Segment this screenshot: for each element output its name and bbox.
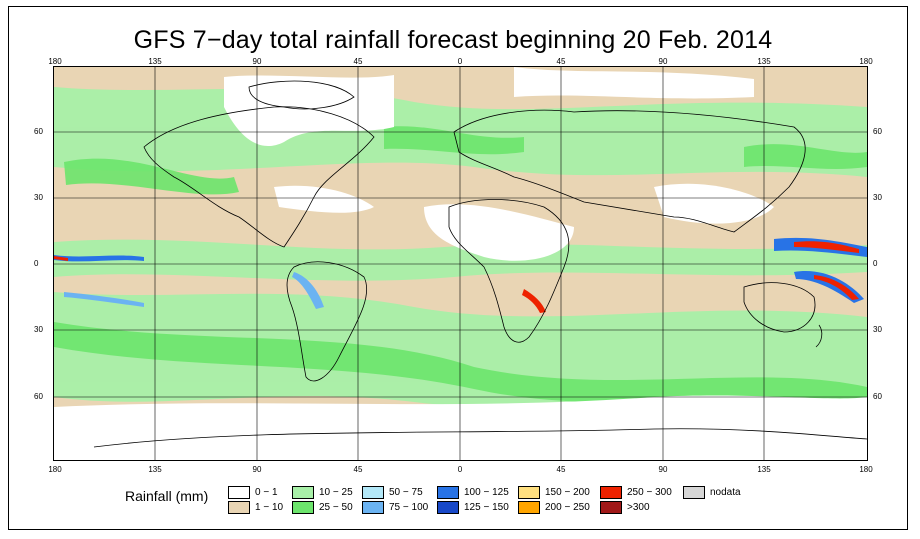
legend-label: 100 − 125	[464, 486, 509, 498]
legend-label: 125 − 150	[464, 501, 509, 513]
bottom-lon-tick: 135	[148, 465, 162, 474]
bottom-lon-tick: 90	[658, 465, 668, 474]
legend-swatch	[292, 485, 314, 499]
top-lon-tick: 45	[556, 57, 566, 66]
legend-swatch	[600, 485, 622, 499]
legend-item: 125 − 150	[437, 500, 509, 514]
figure-frame	[8, 6, 908, 530]
legend-title: Rainfall (mm)	[125, 488, 209, 504]
legend-item: 200 − 250	[518, 500, 590, 514]
bottom-lon-tick: 90	[252, 465, 262, 474]
rainfall-map	[53, 66, 868, 461]
bottom-lon-tick: 45	[556, 465, 566, 474]
legend-item: 0 − 1	[228, 485, 278, 499]
top-lon-tick: 0	[457, 57, 463, 66]
right-lat-tick: 30	[873, 193, 882, 202]
legend-label: nodata	[710, 486, 741, 498]
map-title: GFS 7−day total rainfall forecast beginn…	[133, 26, 773, 54]
top-lon-tick: 90	[252, 57, 262, 66]
top-lon-tick: 180	[859, 57, 873, 66]
right-lat-tick: 30	[873, 325, 882, 334]
continent-outlines	[93, 80, 867, 448]
legend-label: 1 − 10	[255, 501, 284, 513]
legend-swatch	[362, 485, 384, 499]
legend-item: 1 − 10	[228, 500, 283, 514]
legend-swatch	[437, 485, 459, 499]
bottom-lon-tick: 45	[353, 465, 363, 474]
left-lat-tick: 30	[34, 325, 43, 334]
left-lat-tick: 60	[34, 127, 43, 136]
legend-item: 50 − 75	[362, 485, 423, 499]
graticule	[54, 67, 867, 460]
legend-label: 25 − 50	[319, 501, 353, 513]
legend-item: nodata	[683, 485, 741, 499]
legend-swatch	[518, 485, 540, 499]
legend-label: 50 − 75	[389, 486, 423, 498]
legend-swatch	[228, 485, 250, 499]
legend-swatch	[600, 500, 622, 514]
right-lat-tick: 60	[873, 127, 882, 136]
intense-rain-patches	[54, 237, 867, 313]
right-lat-tick: 0	[873, 259, 878, 268]
legend-swatch	[518, 500, 540, 514]
legend-item: 75 − 100	[362, 500, 428, 514]
legend-swatch	[362, 500, 384, 514]
left-lat-tick: 30	[34, 193, 43, 202]
legend-item: 25 − 50	[292, 500, 353, 514]
legend-swatch	[437, 500, 459, 514]
legend-label: 250 − 300	[627, 486, 672, 498]
bottom-lon-tick: 180	[859, 465, 873, 474]
rainfall-map-canvas	[54, 67, 867, 460]
left-lat-tick: 0	[34, 259, 39, 268]
left-lat-tick: 60	[34, 392, 43, 401]
legend-label: 0 − 1	[255, 486, 278, 498]
bottom-lon-tick: 135	[757, 465, 771, 474]
legend-swatch	[292, 500, 314, 514]
legend-item: 250 − 300	[600, 485, 672, 499]
top-lon-tick: 90	[658, 57, 668, 66]
legend-swatch	[228, 500, 250, 514]
legend-label: 150 − 200	[545, 486, 590, 498]
bottom-lon-tick: 180	[48, 465, 62, 474]
legend-label: 10 − 25	[319, 486, 353, 498]
top-lon-tick: 45	[353, 57, 363, 66]
top-lon-tick: 180	[48, 57, 62, 66]
legend-item: >300	[600, 500, 650, 514]
legend-item: 150 − 200	[518, 485, 590, 499]
top-lon-tick: 135	[148, 57, 162, 66]
legend-label: >300	[627, 501, 650, 513]
legend-item: 100 − 125	[437, 485, 509, 499]
bottom-lon-tick: 0	[457, 465, 463, 474]
legend-item: 10 − 25	[292, 485, 353, 499]
legend-label: 75 − 100	[389, 501, 429, 513]
legend-swatch	[683, 485, 705, 499]
right-lat-tick: 60	[873, 392, 882, 401]
top-lon-tick: 135	[757, 57, 771, 66]
legend-label: 200 − 250	[545, 501, 590, 513]
